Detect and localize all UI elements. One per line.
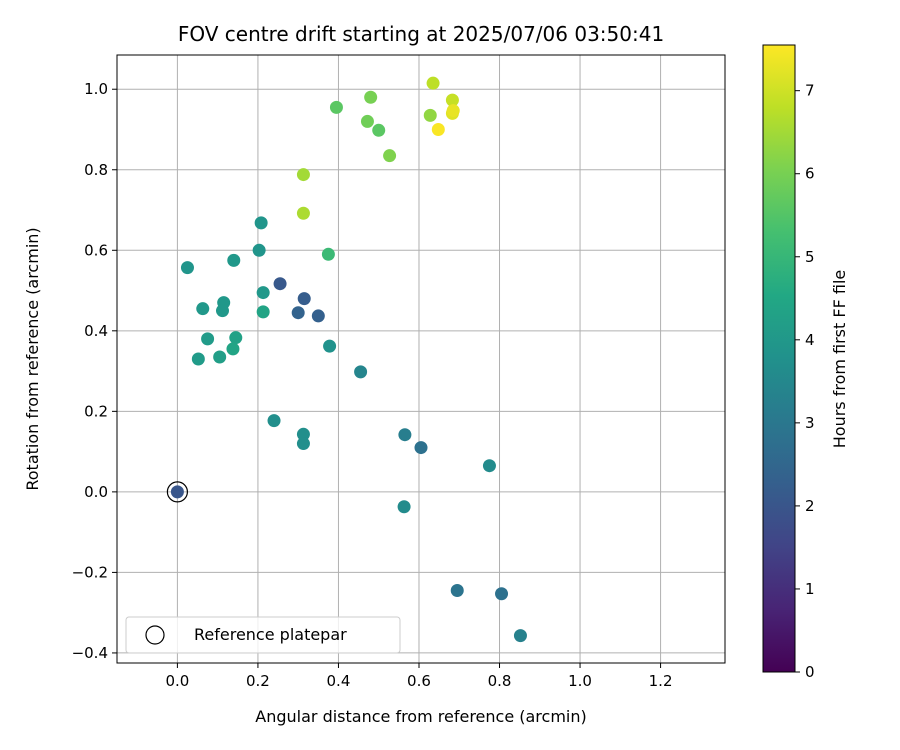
chart-title: FOV centre drift starting at 2025/07/06 …: [178, 22, 664, 46]
colorbar-ticks: 0 1 2 3 4 5 6 7: [795, 82, 815, 681]
x-tick-label: 0.6: [407, 672, 431, 690]
data-point: [256, 305, 270, 319]
colorbar-tick-label: 4: [805, 331, 815, 349]
x-axis-ticks: 0.0 0.2 0.4 0.6 0.8 1.0 1.2: [165, 663, 673, 690]
data-point: [296, 168, 310, 182]
y-tick-label: −0.2: [72, 563, 108, 581]
colorbar-tick-label: 3: [805, 414, 815, 432]
data-point: [226, 342, 240, 356]
data-point: [296, 437, 310, 451]
data-point: [445, 93, 459, 107]
data-point: [201, 332, 215, 346]
x-tick-label: 0.0: [165, 672, 189, 690]
colorbar-tick-label: 6: [805, 165, 815, 183]
data-point: [423, 108, 437, 122]
data-point: [321, 247, 335, 261]
data-point: [450, 584, 464, 598]
data-point: [254, 216, 268, 230]
data-point: [329, 100, 343, 114]
x-tick-label: 0.2: [246, 672, 270, 690]
data-point: [191, 352, 205, 366]
y-tick-label: 0.6: [84, 241, 108, 259]
colorbar-gradient: [762, 44, 796, 673]
data-point: [513, 629, 527, 643]
y-tick-label: −0.4: [72, 644, 108, 662]
data-point: [252, 243, 266, 257]
data-point: [227, 253, 241, 267]
legend: Reference platepar: [125, 616, 401, 654]
data-points: [170, 76, 527, 643]
x-axis-label: Angular distance from reference (arcmin): [255, 707, 586, 726]
data-point: [360, 114, 374, 128]
reference-marker: [166, 481, 188, 503]
grid-lines: [117, 55, 725, 663]
y-axis-label: Rotation from reference (arcmin): [23, 227, 42, 490]
legend-marker: [145, 625, 165, 645]
data-point: [372, 123, 386, 137]
data-point: [297, 292, 311, 306]
data-point: [482, 459, 496, 473]
x-tick-label: 1.0: [568, 672, 592, 690]
data-point: [323, 339, 337, 353]
data-point: [267, 414, 281, 428]
data-point: [180, 261, 194, 275]
data-point: [213, 350, 227, 364]
y-tick-label: 0.0: [84, 483, 108, 501]
data-point: [495, 587, 509, 601]
colorbar-tick-label: 7: [805, 82, 815, 100]
y-axis-ticks: −0.4 −0.2 0.0 0.2 0.4 0.6 0.8 1.0: [72, 80, 117, 662]
data-point: [414, 441, 428, 455]
legend-box: [125, 616, 401, 654]
data-point: [446, 104, 460, 118]
legend-label: Reference platepar: [194, 625, 347, 644]
data-point: [256, 286, 270, 300]
colorbar-tick-label: 1: [805, 580, 815, 598]
data-point: [398, 428, 412, 442]
data-point: [397, 500, 411, 514]
data-point: [364, 90, 378, 104]
y-tick-label: 0.2: [84, 402, 108, 420]
data-point: [383, 149, 397, 163]
data-point: [296, 206, 310, 220]
data-point: [426, 76, 440, 90]
y-tick-label: 0.8: [84, 161, 108, 179]
data-point: [170, 485, 184, 499]
y-tick-label: 0.4: [84, 322, 108, 340]
colorbar-label: Hours from first FF file: [830, 270, 849, 449]
plot-frame: [116, 54, 726, 664]
data-point: [296, 427, 310, 441]
y-tick-label: 1.0: [84, 80, 108, 98]
x-tick-label: 0.4: [327, 672, 351, 690]
colorbar-tick-label: 2: [805, 497, 815, 515]
data-point: [431, 122, 445, 136]
data-point: [196, 302, 210, 316]
x-tick-label: 0.8: [488, 672, 512, 690]
data-point: [273, 277, 287, 291]
x-tick-label: 1.2: [649, 672, 673, 690]
data-point: [229, 331, 243, 345]
colorbar: 0 1 2 3 4 5 6 7 Hours from first FF file: [762, 44, 849, 681]
reference-point: [166, 481, 188, 503]
colorbar-tick-label: 0: [805, 663, 815, 681]
colorbar-tick-label: 5: [805, 248, 815, 266]
data-point: [215, 304, 229, 318]
data-point: [311, 309, 325, 323]
data-point: [291, 306, 305, 320]
data-point: [354, 365, 368, 379]
